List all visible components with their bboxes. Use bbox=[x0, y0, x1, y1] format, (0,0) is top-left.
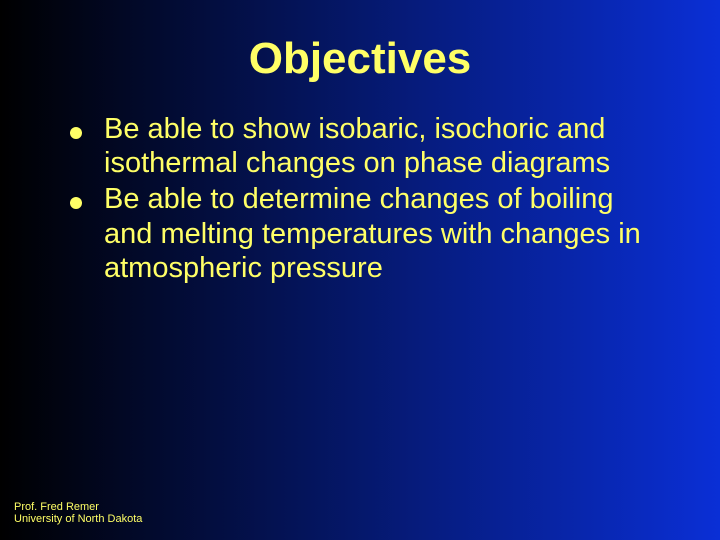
bullet-text: Be able to determine changes of boiling … bbox=[104, 183, 641, 283]
footer-line-2: University of North Dakota bbox=[14, 513, 142, 526]
bullet-list: Be able to show isobaric, isochoric and … bbox=[70, 112, 660, 285]
list-item: Be able to determine changes of boiling … bbox=[70, 182, 660, 285]
slide-title: Objectives bbox=[0, 0, 720, 84]
slide-footer: Prof. Fred Remer University of North Dak… bbox=[14, 501, 142, 526]
slide-body: Be able to show isobaric, isochoric and … bbox=[0, 112, 720, 285]
bullet-text: Be able to show isobaric, isochoric and … bbox=[104, 113, 610, 179]
slide: Objectives Be able to show isobaric, iso… bbox=[0, 0, 720, 540]
footer-line-1: Prof. Fred Remer bbox=[14, 501, 142, 514]
list-item: Be able to show isobaric, isochoric and … bbox=[70, 112, 660, 180]
